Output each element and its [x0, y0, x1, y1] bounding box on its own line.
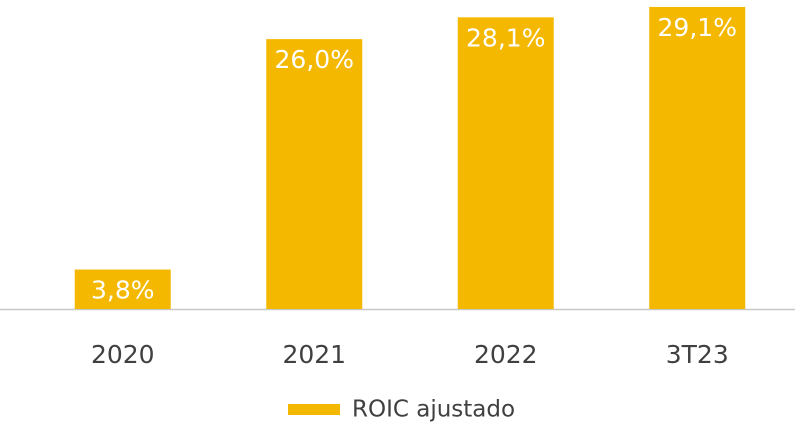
data-label: 28,1%	[466, 23, 545, 52]
data-label: 3,8%	[91, 276, 155, 305]
data-label: 29,1%	[658, 13, 737, 42]
bar	[649, 6, 746, 310]
x-tick-label: 2021	[282, 340, 346, 369]
x-tick-label: 2020	[91, 340, 155, 369]
bar	[457, 17, 554, 310]
legend-swatch	[288, 404, 340, 415]
x-tick-label: 3T23	[666, 340, 729, 369]
data-label: 26,0%	[275, 45, 354, 74]
x-tick-label: 2022	[474, 340, 538, 369]
bar	[266, 39, 363, 310]
bar	[74, 269, 171, 309]
legend-label: ROIC ajustado	[352, 397, 515, 423]
